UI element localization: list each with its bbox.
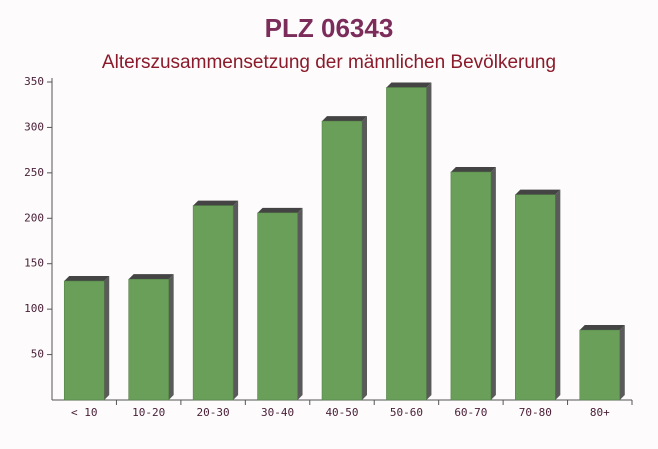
bar-side: [555, 189, 561, 400]
bar-side: [619, 325, 625, 400]
bar-side: [297, 207, 303, 400]
bar-top: [450, 166, 496, 172]
x-tick-label: 80+: [590, 406, 610, 419]
bar-side: [233, 200, 239, 400]
y-tick-label: 300: [24, 120, 44, 133]
x-tick-label: 30-40: [261, 406, 294, 419]
y-tick-label: 100: [24, 302, 44, 315]
y-tick-label: 350: [24, 75, 44, 88]
bar-top: [64, 275, 110, 281]
x-tick-label: 10-20: [132, 406, 165, 419]
bar: [450, 171, 492, 401]
chart-subtitle: Alterszusammensetzung der männlichen Bev…: [102, 52, 556, 73]
x-tick-label: 40-50: [325, 406, 358, 419]
bar: [128, 278, 169, 401]
bar: [579, 329, 621, 401]
x-tick-label: 50-60: [390, 406, 423, 419]
bar-top: [515, 189, 561, 195]
y-tick-label: 150: [24, 257, 44, 270]
bar-side: [104, 275, 110, 400]
chart-title: PLZ 06343: [265, 13, 394, 43]
bar: [386, 87, 427, 401]
x-tick-label: 70-80: [519, 406, 552, 419]
x-tick-label: < 10: [71, 406, 98, 419]
bar: [63, 280, 105, 401]
bar: [192, 205, 234, 401]
bar-top: [322, 116, 367, 122]
bar: [515, 194, 556, 401]
bar-top: [193, 200, 239, 206]
bar-side: [490, 166, 496, 400]
bar-top: [257, 207, 303, 213]
bar-side: [426, 82, 432, 401]
x-tick-label: 20-30: [197, 406, 230, 419]
y-tick-label: 200: [24, 211, 44, 224]
bar-side: [362, 116, 367, 400]
y-tick-label: 250: [24, 166, 44, 179]
x-tick-label: 60-70: [454, 406, 487, 419]
bar-top: [579, 325, 625, 331]
bar-top: [386, 82, 432, 88]
y-tick-label: 50: [31, 348, 44, 361]
bar-side: [168, 274, 174, 400]
bar: [321, 120, 363, 401]
bar-top: [128, 274, 174, 280]
bar: [257, 212, 298, 401]
